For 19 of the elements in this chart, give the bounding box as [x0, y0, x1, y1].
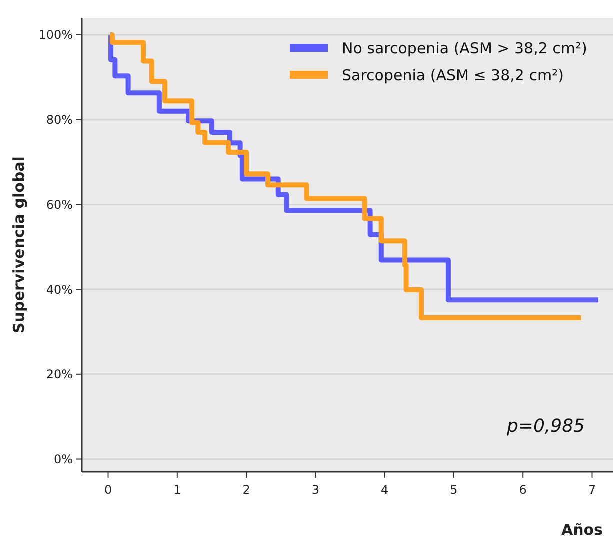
x-tick-label: 0	[104, 483, 112, 497]
annotation: p=0,985	[506, 416, 585, 437]
x-tick-label: 6	[519, 483, 527, 497]
y-tick-label: 60%	[46, 198, 73, 212]
x-tick-label: 4	[381, 483, 389, 497]
legend-label: Sarcopenia (ASM ≤ 38,2 cm²)	[342, 66, 564, 84]
y-tick-label: 0%	[54, 452, 73, 466]
legend-label: No sarcopenia (ASM > 38,2 cm²)	[342, 39, 588, 58]
x-tick-label: 5	[450, 483, 458, 497]
x-tick-label: 7	[588, 483, 596, 497]
y-tick-label: 80%	[46, 113, 73, 128]
y-axis-title: Supervivencia global	[10, 156, 28, 334]
y-tick-label: 100%	[38, 28, 73, 42]
x-tick-label: 3	[312, 483, 320, 497]
y-tick-label: 20%	[46, 368, 73, 382]
x-axis-title: Años	[561, 521, 604, 539]
x-tick-label: 2	[242, 483, 250, 497]
y-tick-label: 40%	[46, 282, 73, 297]
x-tick-label: 1	[174, 483, 182, 497]
